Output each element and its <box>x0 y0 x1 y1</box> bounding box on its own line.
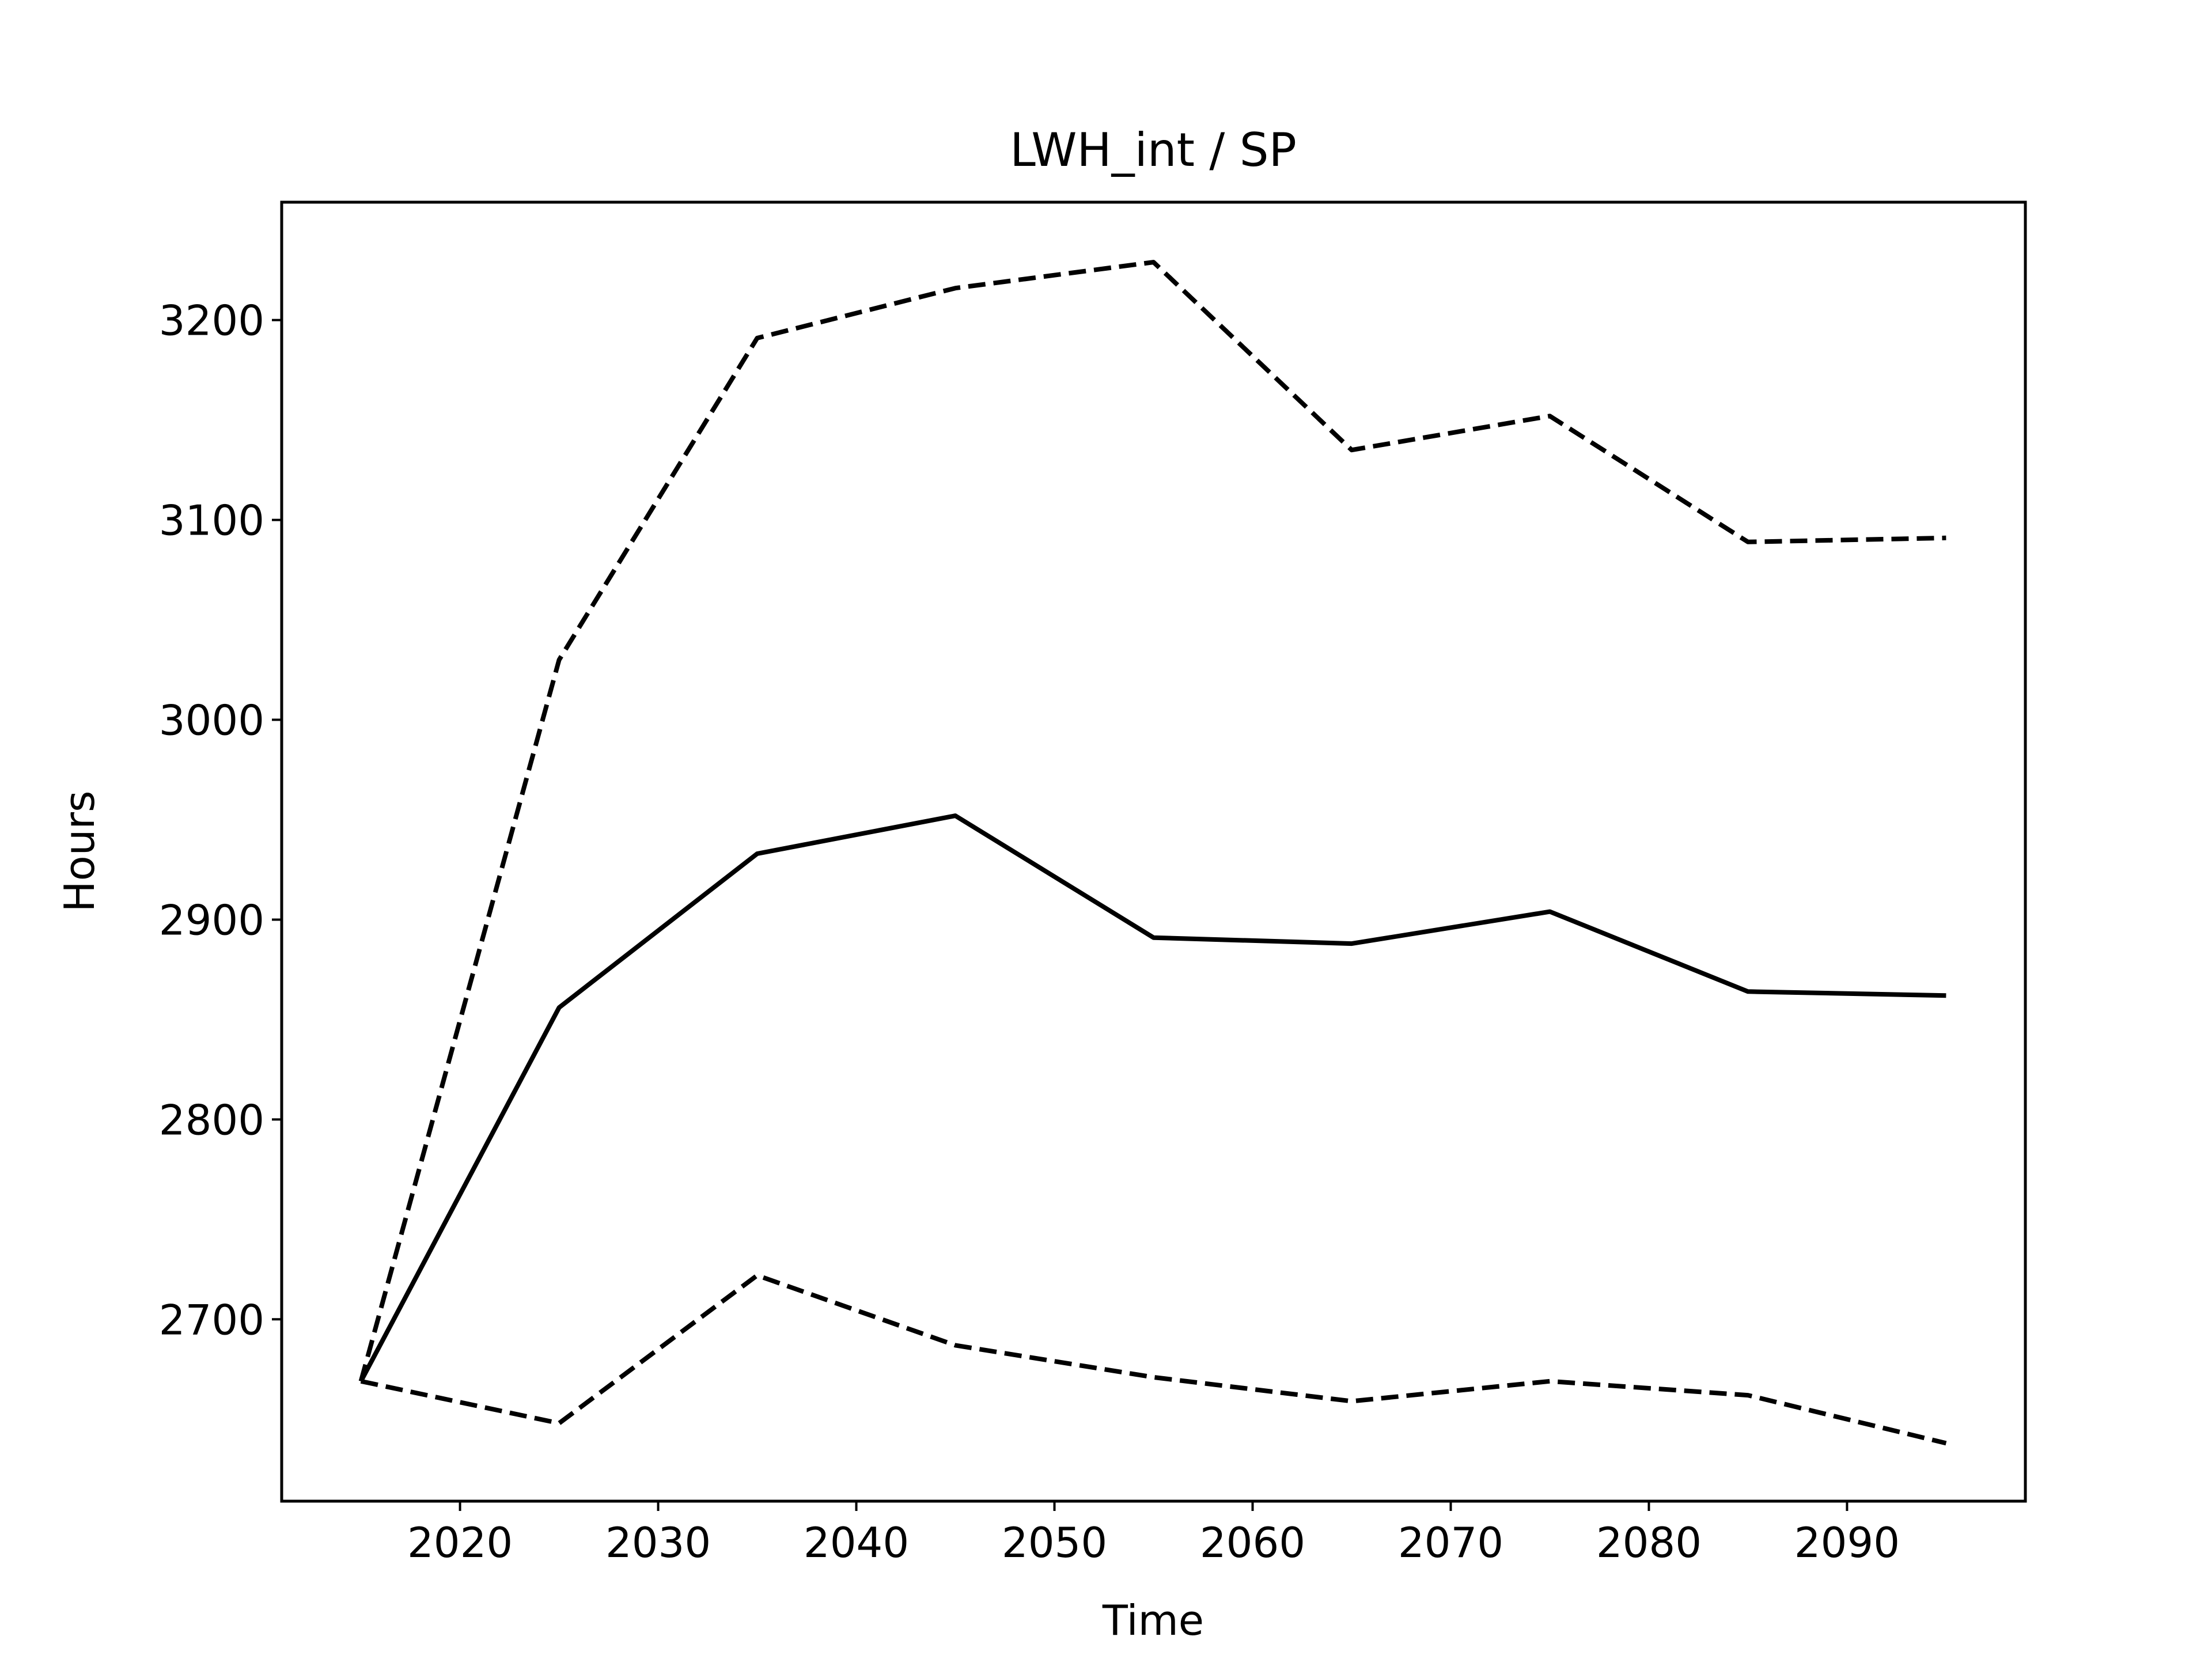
x-tick-label: 2080 <box>1596 1518 1702 1567</box>
x-tick-label: 2030 <box>605 1518 711 1567</box>
x-tick-label: 2050 <box>1002 1518 1107 1567</box>
y-tick-label: 2900 <box>159 896 264 944</box>
y-tick-label: 2700 <box>159 1296 264 1344</box>
series-line-2 <box>358 260 1946 1382</box>
series-line-3 <box>360 1273 1947 1446</box>
y-axis-label: Hours <box>55 791 104 912</box>
y-tick-label: 3100 <box>159 497 264 545</box>
x-axis-label: Time <box>1102 1596 1204 1645</box>
x-tick-label: 2040 <box>804 1518 909 1567</box>
plot-area-frame <box>280 200 2027 1503</box>
chart-title: LWH_int / SP <box>1010 123 1297 177</box>
y-tick-label: 3000 <box>159 696 264 745</box>
y-tick-label: 3200 <box>159 297 264 345</box>
x-tick-label: 2070 <box>1398 1518 1503 1567</box>
x-tick-label: 2060 <box>1200 1518 1305 1567</box>
x-tick-label: 2020 <box>407 1518 513 1567</box>
series-layer <box>358 260 1947 1446</box>
tick-layer: 2020 2030 2040 2050 2060 2070 2080 2090 2700 2800… <box>159 297 1900 1567</box>
x-tick-label: 2090 <box>1794 1518 1900 1567</box>
series-line-1 <box>359 813 1946 1382</box>
y-tick-label: 2800 <box>159 1096 264 1144</box>
